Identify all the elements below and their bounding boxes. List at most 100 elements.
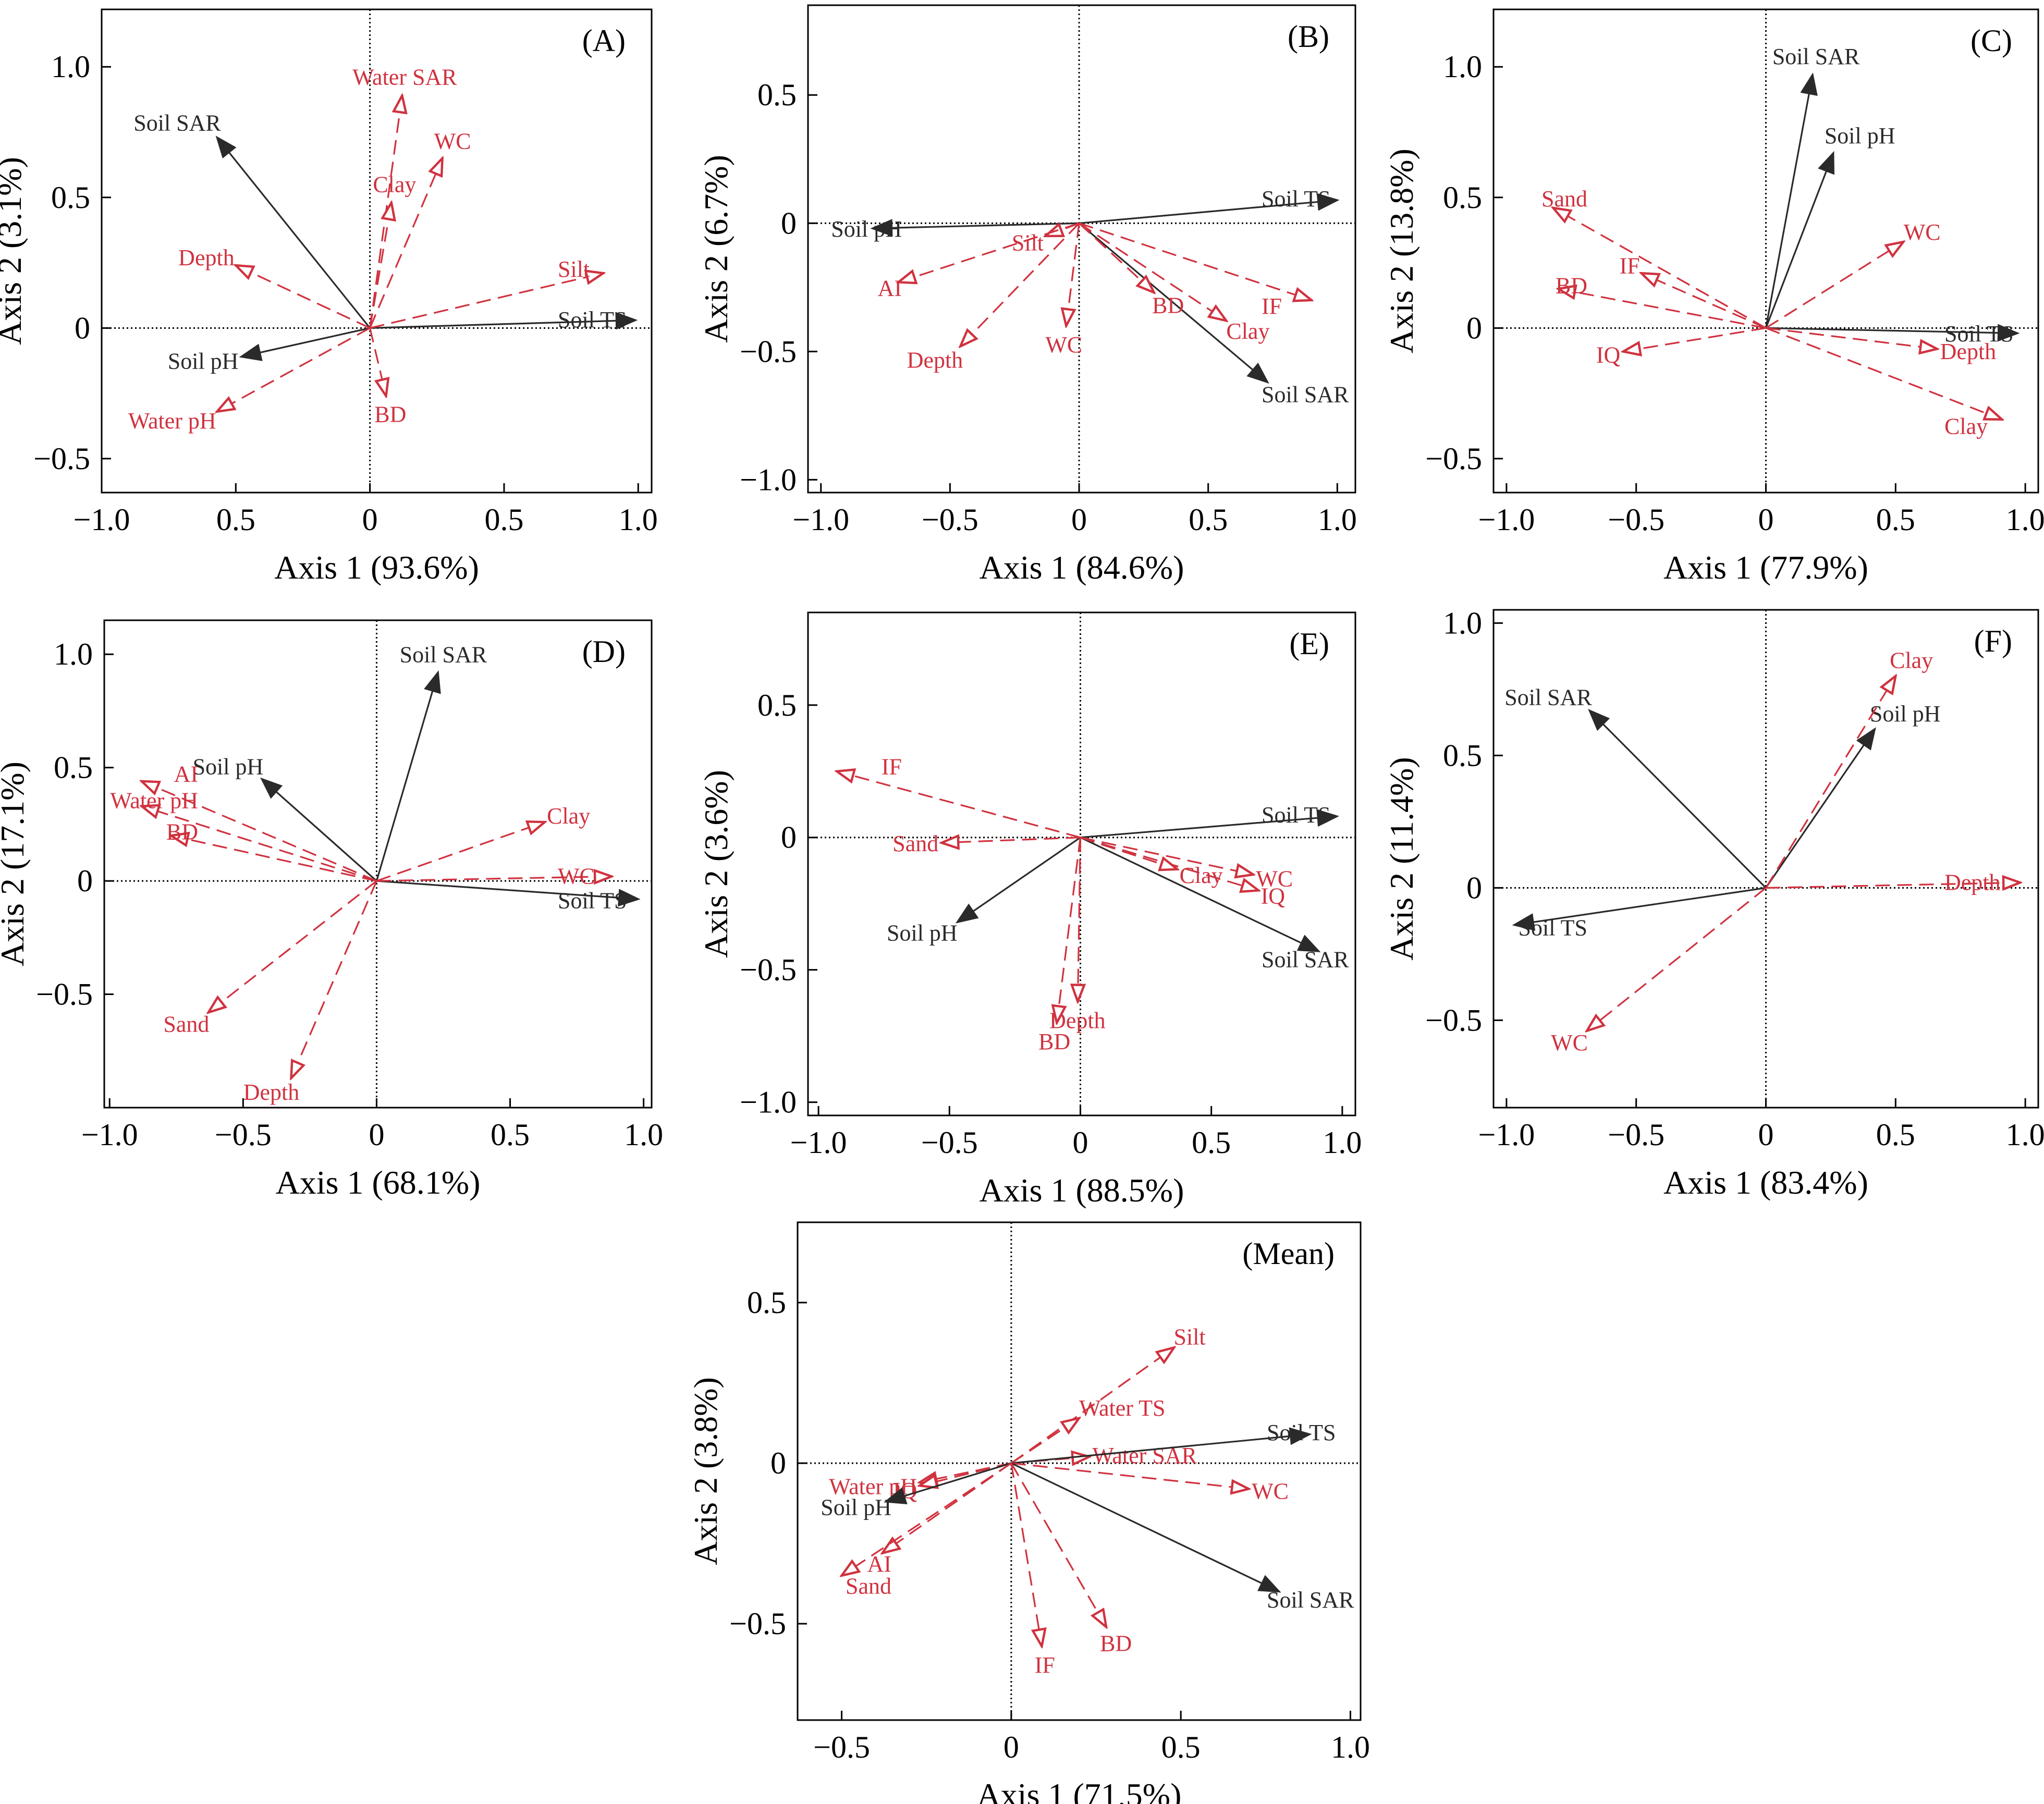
x-tick-label: 1.0 xyxy=(1323,1125,1362,1160)
y-axis-title: Axis 2 (17.1%) xyxy=(0,762,31,966)
plot-frame xyxy=(807,611,1356,1116)
vector-clay xyxy=(1765,327,2002,419)
vector-label-soil-sar: Soil SAR xyxy=(1267,1587,1354,1613)
x-axis-title: Axis 1 (83.4%) xyxy=(1663,1164,1868,1201)
vector-if xyxy=(1079,222,1312,300)
vector-label-wc: WC xyxy=(1551,1030,1588,1056)
y-tick-label: 0.5 xyxy=(51,180,90,215)
y-tick-label: 0 xyxy=(770,1446,786,1480)
vector-water-ts xyxy=(1010,1418,1079,1464)
vector-ai xyxy=(898,222,1080,282)
vector-label-clay: Clay xyxy=(1180,863,1223,888)
vector-bd xyxy=(1558,289,1766,329)
vector-label-soil-sar: Soil SAR xyxy=(133,110,221,136)
y-axis-title: Axis 2 (6.7%) xyxy=(697,155,735,343)
x-axis-title: Axis 1 (71.5%) xyxy=(977,1776,1182,1804)
vector-sand xyxy=(842,1462,1012,1576)
x-tick-label: 0.5 xyxy=(1876,1118,1915,1152)
vector-silt xyxy=(1010,1347,1174,1464)
panel-label: (E) xyxy=(1289,627,1329,661)
y-axis-title: Axis 2 (3.6%) xyxy=(697,770,735,958)
y-tick-label: −0.5 xyxy=(1425,441,1482,476)
vector-soil-ts xyxy=(1766,324,2020,342)
x-tick-label: −1.0 xyxy=(81,1118,138,1152)
vector-bd xyxy=(1057,837,1082,1023)
x-tick-label: 1.0 xyxy=(1318,502,1357,537)
vector-soil-sar xyxy=(1011,1462,1281,1593)
x-tick-label: −0.5 xyxy=(1608,1118,1664,1152)
vector-label-sand: Sand xyxy=(163,1012,209,1037)
x-tick-label: 0 xyxy=(1758,502,1774,537)
x-tick-label: −0.5 xyxy=(813,1730,870,1764)
vector-label-clay: Clay xyxy=(1944,414,1988,439)
x-tick-label: 0 xyxy=(1072,1125,1088,1160)
vector-label-bd: BD xyxy=(1038,1029,1070,1054)
panel-a: −1.0 0.5 0 0.5 1.0 −0.5 0 0.5 1.0 Axis 1 (93.6%) A… xyxy=(0,8,658,586)
vector-label-bd: BD xyxy=(374,402,406,427)
vector-water-ph xyxy=(142,806,377,882)
y-tick-label: 0.5 xyxy=(54,751,93,785)
vector-bd xyxy=(171,836,377,882)
vector-clay xyxy=(376,822,545,882)
plot-frame xyxy=(807,4,1356,494)
x-tick-label: −1.0 xyxy=(1478,1118,1535,1152)
vector-silt xyxy=(370,273,604,329)
x-tick-label: −1.0 xyxy=(74,502,130,537)
vector-water-sar xyxy=(369,95,402,328)
y-tick-label: −0.5 xyxy=(36,977,93,1012)
vector-label-soil-sar: Soil SAR xyxy=(1262,947,1349,973)
y-tick-label: 1.0 xyxy=(1443,50,1482,84)
vector-label-clay: Clay xyxy=(1890,647,1933,673)
vector-sand xyxy=(1553,208,1767,329)
vector-soil-sar xyxy=(1080,837,1321,952)
vector-wc xyxy=(369,158,443,328)
vector-clay xyxy=(369,203,391,328)
vector-label-soil-sar: Soil SAR xyxy=(400,642,487,667)
vector-label-wc: WC xyxy=(1904,219,1941,245)
x-tick-label: 1.0 xyxy=(1331,1730,1370,1764)
vector-label-iq: IQ xyxy=(1596,342,1621,367)
vector-label-soil-ts: Soil TS xyxy=(1262,186,1330,212)
vector-depth xyxy=(1766,327,1937,349)
y-tick-label: −0.5 xyxy=(729,1606,786,1641)
vector-soil-ph xyxy=(260,777,377,882)
vector-sand xyxy=(941,838,1081,843)
y-tick-label: 0 xyxy=(77,864,93,898)
vector-bd xyxy=(1078,223,1154,292)
x-tick-label: 0.5 xyxy=(491,1118,530,1152)
y-tick-label: −0.5 xyxy=(740,334,797,369)
vector-label-bd: BD xyxy=(1100,1630,1132,1656)
y-tick-label: 0 xyxy=(781,820,797,855)
y-tick-label: −1.0 xyxy=(740,462,797,497)
vector-label-soil-sar: Soil SAR xyxy=(1262,382,1349,408)
vector-soil-sar xyxy=(1588,709,1767,889)
vector-label-soil-ts: Soil TS xyxy=(1262,802,1330,828)
vector-bd xyxy=(369,327,386,396)
vector-clay xyxy=(1080,837,1177,869)
panel-label: (Mean) xyxy=(1242,1236,1335,1271)
vector-label-soil-ts: Soil TS xyxy=(1519,915,1587,941)
vector-if xyxy=(1010,1463,1042,1646)
panel-mean: −0.5 0 0.5 1.0 −0.5 0 0.5 Axis 1 (71.5%) Axis 2 … xyxy=(687,1221,1370,1804)
y-tick-label: 0 xyxy=(1466,870,1482,905)
vector-soil-ph xyxy=(884,1462,1012,1505)
panel-label: (D) xyxy=(582,634,626,669)
vector-label-depth: Depth xyxy=(1940,339,1997,364)
panel-f: −1.0 −0.5 0 0.5 1.0 −0.5 0 0.5 1.0 Axis 1 (83.4%)… xyxy=(1383,606,2044,1201)
x-tick-label: −1.0 xyxy=(792,502,849,537)
vector-wc xyxy=(1080,837,1253,875)
vector-depth xyxy=(1078,837,1080,1002)
x-tick-label: 0 xyxy=(1758,1118,1774,1152)
vector-depth xyxy=(960,223,1080,346)
vector-label-water-ph: Water pH xyxy=(128,408,216,434)
vector-wc xyxy=(1587,887,1767,1030)
panel-c: −1.0 −0.5 0 0.5 1.0 −0.5 0 0.5 1.0 Axis 1 (77.9%)… xyxy=(1383,8,2044,586)
x-tick-label: 1.0 xyxy=(619,502,658,537)
x-tick-label: −0.5 xyxy=(215,1118,272,1152)
x-tick-label: 1.0 xyxy=(624,1118,663,1152)
vector-wc xyxy=(1765,242,1904,329)
vector-soil-ph xyxy=(1765,727,1876,889)
vector-label-ai: AI xyxy=(878,276,902,301)
vector-label-clay: Clay xyxy=(547,803,590,829)
